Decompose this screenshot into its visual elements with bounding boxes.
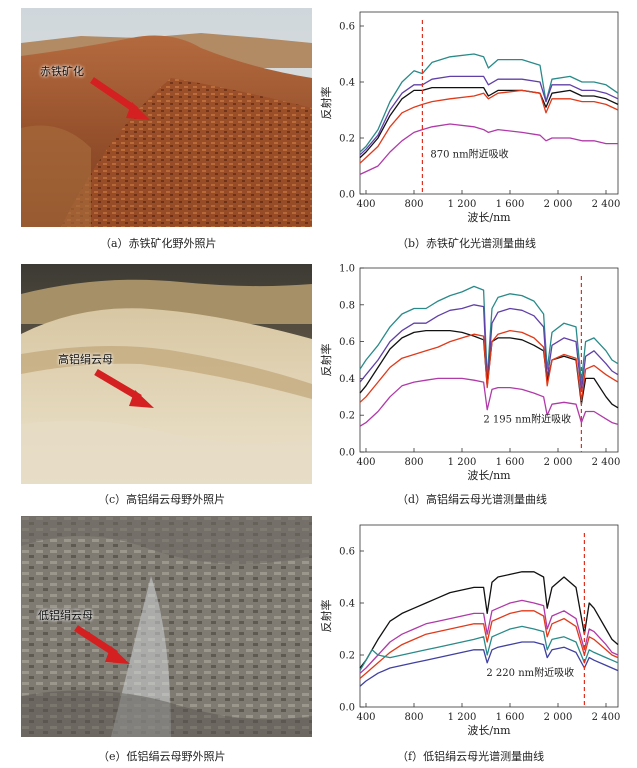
- y-axis-label: 反射率: [319, 87, 333, 120]
- series-line-0: [359, 53, 619, 153]
- absorption-annotation: 2 220 nm附近吸收: [486, 666, 574, 679]
- y-axis-label: 反射率: [319, 344, 333, 377]
- plot-frame: [359, 11, 619, 195]
- x-axis-label: 波长/nm: [467, 211, 511, 224]
- caption-e: （e）低铝绢云母野外照片: [98, 750, 226, 763]
- series-line-4: [359, 641, 619, 687]
- caption-c: （c）高铝绢云母野外照片: [98, 493, 226, 506]
- x-tick-label: 400: [356, 712, 375, 723]
- y-tick-label: 0.2: [339, 411, 355, 422]
- chart-f: 400 800 1 200 1 600 2 000 2 400 0.0 0.2 0.4 0.6 波长…: [318, 515, 632, 737]
- x-tick-label: 400: [356, 199, 375, 210]
- x-tick-label: 1 200: [448, 457, 477, 468]
- x-tick-label: 800: [404, 199, 423, 210]
- series-line-2: [359, 610, 619, 679]
- y-tick-label: 0.0: [339, 190, 355, 201]
- x-tick-label: 2 000: [544, 712, 573, 723]
- y-tick-label: 0.6: [339, 22, 355, 33]
- x-tick-label: 1 600: [496, 199, 525, 210]
- y-tick-label: 0.2: [339, 651, 355, 662]
- series-line-3: [359, 625, 619, 671]
- photo-label-low-al-sericite: 低铝绢云母: [38, 609, 93, 622]
- plot-frame: [359, 267, 619, 453]
- y-tick-label: 0.8: [339, 300, 355, 311]
- arrow-low-al-sericite: [74, 625, 130, 664]
- y-tick-label: 1.0: [339, 264, 355, 275]
- chart-d: 400 800 1 200 1 600 2 000 2 400 0.0 0.2 0.4 0.6 0.…: [318, 258, 632, 486]
- x-tick-label: 400: [356, 457, 375, 468]
- y-tick-label: 0.2: [339, 134, 355, 145]
- caption-a: （a）赤铁矿化野外照片: [100, 237, 217, 250]
- x-tick-label: 2 400: [592, 199, 621, 210]
- x-axis-label: 波长/nm: [467, 724, 511, 737]
- series-line-1: [359, 599, 619, 674]
- x-axis-label: 波长/nm: [467, 469, 511, 482]
- x-tick-label: 2 000: [544, 457, 573, 468]
- series-line-0: [359, 285, 619, 383]
- photo-label-hematite: 赤铁矿化: [40, 65, 84, 78]
- y-tick-label: 0.0: [339, 703, 355, 714]
- series-line-4: [359, 377, 619, 427]
- caption-b: （b）赤铁矿化光谱测量曲线: [397, 237, 537, 250]
- photo-label-high-al-sericite: 高铝绢云母: [58, 353, 113, 366]
- x-tick-label: 800: [404, 457, 423, 468]
- x-tick-label: 2 000: [544, 199, 573, 210]
- chart-b: 400 800 1 200 1 600 2 000 2 400 0.0 0.2 0.4 0.6 波长…: [318, 2, 632, 230]
- y-tick-label: 0.6: [339, 337, 355, 348]
- y-tick-label: 0.0: [339, 448, 355, 459]
- x-tick-label: 1 600: [496, 712, 525, 723]
- x-tick-label: 1 200: [448, 199, 477, 210]
- photo-hematite: [21, 8, 312, 227]
- y-tick-label: 0.4: [339, 374, 355, 385]
- series-line-4: [359, 123, 618, 175]
- x-tick-label: 2 400: [592, 457, 621, 468]
- caption-d: （d）高铝绢云母光谱测量曲线: [397, 493, 548, 506]
- arrow-high-al-sericite: [94, 368, 154, 408]
- x-tick-label: 800: [404, 712, 423, 723]
- photo-low-al-sericite: [21, 516, 312, 737]
- series-line-2: [359, 86, 619, 159]
- series-line-1: [359, 304, 619, 392]
- y-tick-label: 0.6: [339, 547, 355, 558]
- y-axis-label: 反射率: [319, 600, 333, 633]
- x-tick-label: 1 600: [496, 457, 525, 468]
- arrow-hematite: [90, 77, 150, 120]
- series-line-3: [359, 89, 619, 164]
- y-tick-label: 0.4: [339, 78, 355, 89]
- absorption-annotation: 2 195 nm附近吸收: [483, 413, 571, 426]
- plot-frame: [359, 524, 619, 708]
- series-line-1: [359, 75, 619, 156]
- x-tick-label: 2 400: [592, 712, 621, 723]
- series-line-2: [359, 329, 619, 409]
- absorption-annotation: 870 nm附近吸收: [430, 148, 508, 161]
- caption-f: （f）低铝绢云母光谱测量曲线: [397, 750, 545, 763]
- series-line-3: [359, 329, 619, 403]
- y-tick-label: 0.4: [339, 599, 355, 610]
- photo-high-al-sericite: [21, 264, 312, 484]
- x-tick-label: 1 200: [448, 712, 477, 723]
- series-line-0: [359, 571, 619, 669]
